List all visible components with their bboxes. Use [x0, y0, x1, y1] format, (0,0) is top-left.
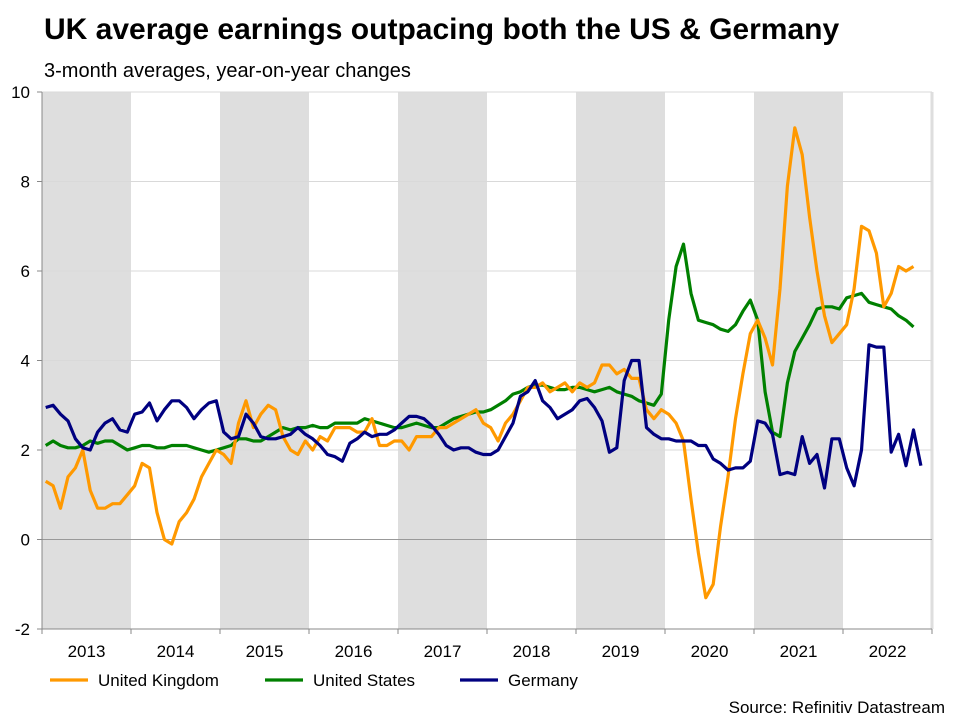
y-tick-label: 2	[21, 441, 30, 460]
x-tick-label: 2019	[602, 642, 640, 661]
series-line-united-states	[44, 242, 915, 454]
source-note: Source: Refinitiv Datastream	[729, 698, 945, 717]
y-tick-label: 8	[21, 173, 30, 192]
legend-label-united-kingdom: United Kingdom	[98, 671, 219, 690]
series-line-united-kingdom	[44, 126, 915, 600]
chart-subtitle: 3-month averages, year-on-year changes	[44, 60, 411, 82]
x-tick-label: 2020	[691, 642, 729, 661]
legend-label-united-states: United States	[313, 671, 415, 690]
y-tick-label: 0	[21, 531, 30, 550]
y-tick-label: -2	[15, 620, 30, 639]
x-tick-label: 2014	[157, 642, 195, 661]
x-tick-label: 2016	[335, 642, 373, 661]
y-tick-label: 6	[21, 262, 30, 281]
x-tick-label: 2013	[68, 642, 106, 661]
series-line-germany	[45, 343, 923, 490]
x-tick-label: 2021	[780, 642, 818, 661]
legend: United Kingdom United States Germany	[50, 671, 578, 690]
y-tick-label: 4	[21, 352, 30, 371]
axes: 2013 2014 2015 2016 2017 2018 2019 2020 2021 2022…	[11, 83, 933, 661]
series-lines	[44, 126, 923, 600]
x-tick-label: 2015	[246, 642, 284, 661]
x-tick-label: 2018	[513, 642, 551, 661]
y-tick-label: 10	[11, 83, 30, 102]
chart-title: UK average earnings outpacing both the U…	[44, 13, 839, 46]
x-tick-label: 2017	[424, 642, 462, 661]
x-tick-label: 2022	[869, 642, 907, 661]
legend-label-germany: Germany	[508, 671, 578, 690]
